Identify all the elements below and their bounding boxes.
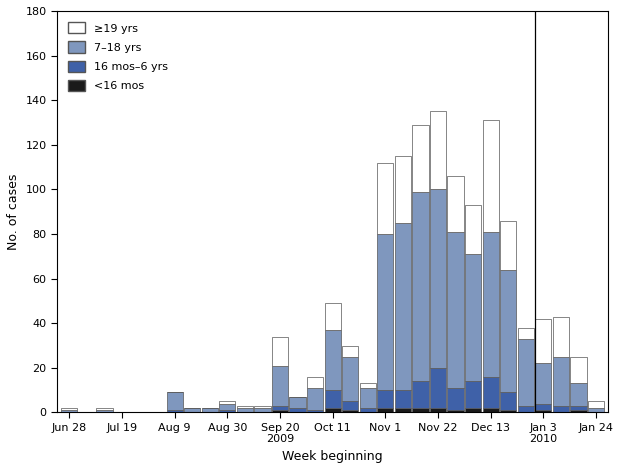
Bar: [536, 410, 552, 413]
Bar: [553, 406, 569, 413]
Bar: [272, 410, 288, 413]
Bar: [237, 408, 253, 413]
Bar: [412, 192, 429, 381]
Bar: [518, 328, 534, 339]
Bar: [360, 408, 376, 413]
Y-axis label: No. of cases: No. of cases: [7, 173, 20, 250]
Bar: [412, 408, 429, 413]
Bar: [325, 303, 341, 330]
X-axis label: Week beginning: Week beginning: [282, 450, 383, 463]
Bar: [254, 406, 271, 408]
Bar: [588, 401, 604, 408]
Bar: [483, 232, 499, 377]
Bar: [378, 234, 394, 390]
Bar: [307, 388, 323, 410]
Bar: [465, 381, 481, 408]
Bar: [378, 163, 394, 234]
Bar: [588, 408, 604, 413]
Bar: [536, 319, 552, 363]
Bar: [325, 390, 341, 408]
Bar: [430, 111, 446, 189]
Bar: [483, 408, 499, 413]
Bar: [570, 406, 587, 410]
Bar: [570, 384, 587, 406]
Bar: [272, 406, 288, 410]
Bar: [412, 125, 429, 192]
Bar: [289, 397, 305, 408]
Bar: [307, 410, 323, 413]
Bar: [447, 176, 463, 232]
Bar: [447, 388, 463, 410]
Bar: [570, 410, 587, 413]
Bar: [61, 410, 77, 413]
Bar: [378, 390, 394, 408]
Bar: [518, 406, 534, 413]
Bar: [272, 366, 288, 406]
Bar: [237, 406, 253, 408]
Bar: [430, 189, 446, 368]
Bar: [395, 156, 411, 223]
Bar: [465, 205, 481, 254]
Bar: [483, 120, 499, 232]
Bar: [395, 408, 411, 413]
Bar: [430, 408, 446, 413]
Bar: [500, 220, 516, 270]
Bar: [202, 408, 218, 413]
Bar: [254, 408, 271, 413]
Bar: [500, 270, 516, 392]
Bar: [360, 388, 376, 408]
Legend: ≥19 yrs, 7–18 yrs, 16 mos–6 yrs, <16 mos: ≥19 yrs, 7–18 yrs, 16 mos–6 yrs, <16 mos: [63, 16, 174, 97]
Bar: [342, 401, 358, 410]
Bar: [518, 339, 534, 406]
Bar: [553, 357, 569, 406]
Bar: [447, 232, 463, 388]
Bar: [553, 317, 569, 357]
Bar: [447, 410, 463, 413]
Bar: [96, 408, 113, 410]
Bar: [378, 408, 394, 413]
Bar: [395, 390, 411, 408]
Bar: [536, 404, 552, 410]
Bar: [412, 381, 429, 408]
Bar: [307, 377, 323, 388]
Bar: [483, 377, 499, 408]
Bar: [342, 357, 358, 401]
Bar: [289, 408, 305, 413]
Bar: [465, 254, 481, 381]
Bar: [220, 410, 235, 413]
Bar: [465, 408, 481, 413]
Bar: [167, 392, 183, 410]
Bar: [325, 330, 341, 390]
Bar: [536, 363, 552, 404]
Bar: [570, 357, 587, 384]
Bar: [395, 223, 411, 390]
Bar: [61, 408, 77, 410]
Bar: [342, 345, 358, 357]
Bar: [342, 410, 358, 413]
Bar: [272, 337, 288, 366]
Bar: [220, 404, 235, 410]
Bar: [184, 408, 200, 413]
Bar: [500, 392, 516, 410]
Bar: [167, 410, 183, 413]
Bar: [220, 401, 235, 404]
Bar: [325, 408, 341, 413]
Bar: [430, 368, 446, 408]
Bar: [96, 410, 113, 413]
Bar: [500, 410, 516, 413]
Bar: [360, 384, 376, 388]
